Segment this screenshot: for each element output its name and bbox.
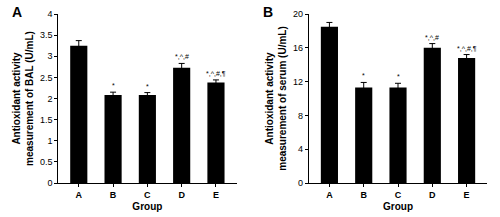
svg-text:*,^,#: *,^,# <box>175 53 189 60</box>
svg-text:*: * <box>112 82 115 89</box>
svg-text:A: A <box>12 4 22 20</box>
svg-text:*: * <box>146 83 149 90</box>
svg-text:Group: Group <box>132 201 162 212</box>
svg-text:B: B <box>263 4 273 20</box>
svg-text:Antioxidant activitymeasuremen: Antioxidant activitymeasurement of serum… <box>264 26 288 170</box>
svg-text:3: 3 <box>47 51 52 61</box>
svg-text:D: D <box>429 190 436 200</box>
svg-text:B: B <box>360 190 367 200</box>
svg-text:E: E <box>213 190 219 200</box>
svg-text:0: 0 <box>47 178 52 188</box>
svg-text:Group: Group <box>383 201 413 212</box>
svg-text:12: 12 <box>293 77 303 87</box>
svg-text:E: E <box>464 190 470 200</box>
svg-text:20: 20 <box>293 9 303 19</box>
svg-text:*,^,#,¶: *,^,#,¶ <box>457 45 477 52</box>
svg-text:2: 2 <box>47 94 52 104</box>
svg-text:*: * <box>362 72 365 79</box>
svg-text:*,^,#: *,^,# <box>425 34 439 41</box>
svg-text:1.5: 1.5 <box>40 115 53 125</box>
svg-text:A: A <box>326 190 333 200</box>
svg-text:A: A <box>76 190 83 200</box>
svg-text:4: 4 <box>298 144 303 154</box>
svg-text:8: 8 <box>298 111 303 121</box>
svg-text:*: * <box>397 73 400 80</box>
svg-text:*,^,#,¶: *,^,#,¶ <box>206 70 226 77</box>
svg-text:16: 16 <box>293 43 303 53</box>
svg-text:1: 1 <box>47 136 52 146</box>
svg-text:D: D <box>178 190 185 200</box>
svg-text:Antioxidant activitymeasuremen: Antioxidant activitymeasurement of BAL (… <box>11 31 35 166</box>
svg-text:2.5: 2.5 <box>40 73 53 83</box>
svg-text:4: 4 <box>47 9 52 19</box>
svg-text:C: C <box>395 190 402 200</box>
svg-text:0: 0 <box>298 178 303 188</box>
svg-text:C: C <box>144 190 151 200</box>
svg-text:0.5: 0.5 <box>40 157 53 167</box>
svg-text:B: B <box>110 190 117 200</box>
svg-text:3.5: 3.5 <box>40 30 53 40</box>
